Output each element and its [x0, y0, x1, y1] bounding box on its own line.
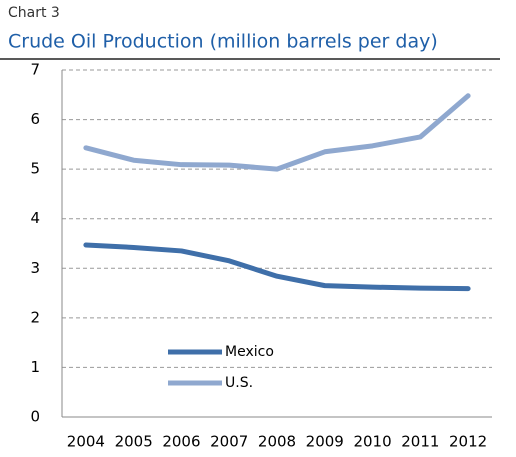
- y-tick-label: 7: [30, 61, 40, 79]
- series-line: [83, 93, 471, 172]
- y-tick-label: 5: [30, 160, 40, 178]
- x-tick-label: 2011: [401, 433, 439, 451]
- legend-label: U.S.: [225, 375, 253, 391]
- y-tick-label: 4: [30, 209, 40, 227]
- x-tick-label: 2004: [67, 433, 105, 451]
- chart-title: Crude Oil Production (million barrels pe…: [8, 31, 438, 53]
- chart-kicker: Chart 3: [8, 5, 60, 21]
- x-tick-label: 2010: [353, 433, 391, 451]
- series-line: [83, 242, 471, 292]
- x-tick-label: 2005: [115, 433, 153, 451]
- y-tick-label: 3: [30, 259, 40, 277]
- y-tick-label: 6: [30, 110, 40, 128]
- y-tick-label: 0: [30, 408, 40, 426]
- x-tick-label: 2012: [449, 433, 487, 451]
- legend-label: Mexico: [225, 344, 274, 360]
- x-tick-label: 2008: [258, 433, 296, 451]
- y-tick-label: 1: [30, 358, 40, 376]
- x-tick-label: 2009: [306, 433, 344, 451]
- x-tick-label: 2007: [210, 433, 248, 451]
- y-tick-label: 2: [30, 308, 40, 326]
- x-tick-label: 2006: [162, 433, 200, 451]
